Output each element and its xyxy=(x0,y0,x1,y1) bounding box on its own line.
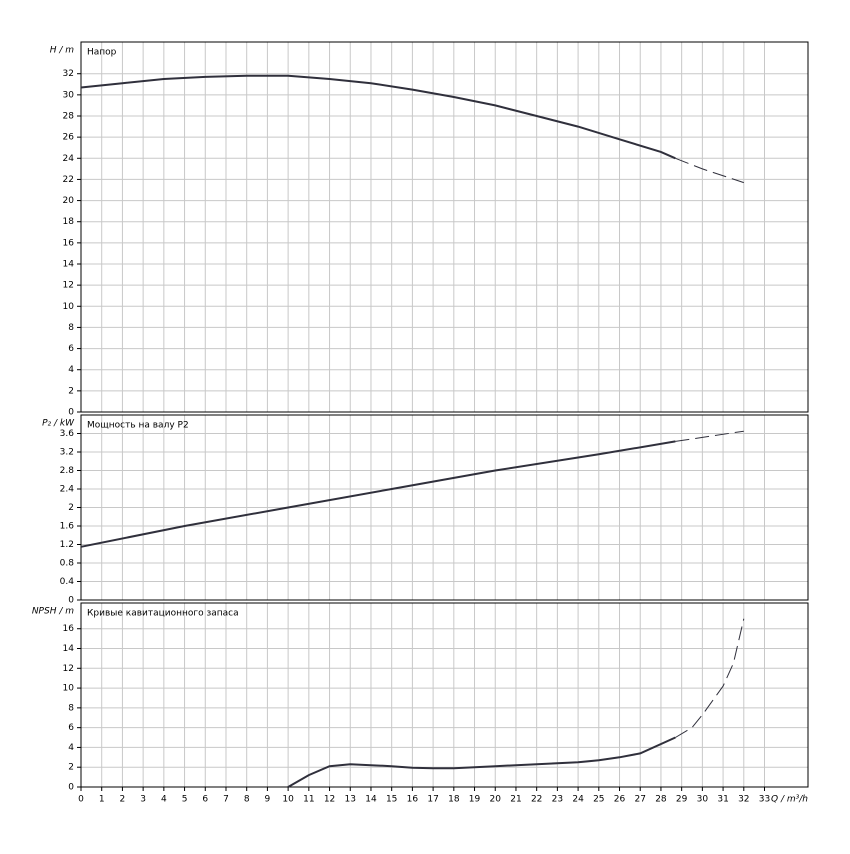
x-tick-label: 32 xyxy=(738,795,749,805)
x-tick-label: 26 xyxy=(614,795,626,805)
x-tick-label: 28 xyxy=(655,795,667,805)
y-tick-label: 30 xyxy=(63,90,75,100)
x-tick-label: 9 xyxy=(265,795,271,805)
y-tick-label: 22 xyxy=(63,175,74,185)
x-tick-label: 20 xyxy=(490,795,502,805)
y-tick-label: 3.2 xyxy=(60,448,74,458)
y-tick-label: 2 xyxy=(68,763,74,773)
curve xyxy=(675,430,744,442)
x-tick-label: 33 xyxy=(759,795,770,805)
y-tick-label: 4 xyxy=(68,365,74,375)
y-tick-label: 12 xyxy=(63,664,74,674)
curve xyxy=(675,157,744,184)
y-tick-label: 2 xyxy=(68,503,74,513)
y-tick-label: 6 xyxy=(68,723,74,733)
y-tick-label: 10 xyxy=(63,302,75,312)
x-tick-label: 24 xyxy=(572,795,584,805)
x-tick-label: 11 xyxy=(303,795,314,805)
x-axis-label: Q / m³/h xyxy=(771,795,808,805)
x-tick-label: 27 xyxy=(635,795,646,805)
y-tick-label: 16 xyxy=(63,624,75,634)
x-tick-label: 25 xyxy=(593,795,604,805)
y-tick-label: 16 xyxy=(63,238,75,248)
x-tick-label: 0 xyxy=(78,795,84,805)
curve xyxy=(675,618,745,738)
plot-frame xyxy=(80,602,809,788)
x-tick-label: 30 xyxy=(697,795,709,805)
x-tick-label: 21 xyxy=(510,795,521,805)
y-tick-label: 0.8 xyxy=(60,559,75,569)
x-tick-label: 1 xyxy=(99,795,105,805)
y-tick-label: 10 xyxy=(63,684,75,694)
panel-title: Мощность на валу P2 xyxy=(87,421,189,431)
y-tick-label: 6 xyxy=(68,344,74,354)
panel-title: Кривые кавитационного запаса xyxy=(87,609,239,619)
x-tick-label: 2 xyxy=(120,795,126,805)
y-tick-label: 8 xyxy=(68,703,74,713)
x-tick-label: 19 xyxy=(469,795,481,805)
curve xyxy=(80,440,676,548)
y-tick-label: 14 xyxy=(63,644,75,654)
y-tick-label: 32 xyxy=(63,69,74,79)
x-tick-label: 6 xyxy=(202,795,208,805)
y-tick-label: 0.4 xyxy=(60,577,75,587)
x-tick-label: 12 xyxy=(324,795,335,805)
x-tick-label: 29 xyxy=(676,795,688,805)
y-tick-label: 2.4 xyxy=(60,485,75,495)
x-tick-label: 8 xyxy=(244,795,250,805)
y-tick-label: 2.8 xyxy=(60,466,75,476)
y-tick-label: 3.6 xyxy=(60,429,75,439)
plot-frame xyxy=(80,41,809,413)
x-tick-label: 10 xyxy=(282,795,294,805)
curve xyxy=(287,736,676,788)
x-tick-label: 31 xyxy=(717,795,728,805)
x-tick-label: 5 xyxy=(182,795,188,805)
y-axis-label: NPSH / m xyxy=(32,607,74,617)
y-tick-label: 4 xyxy=(68,743,74,753)
x-tick-label: 4 xyxy=(161,795,167,805)
y-tick-label: 0 xyxy=(68,408,74,418)
y-tick-label: 20 xyxy=(63,196,75,206)
y-axis-label: H / m xyxy=(50,46,75,56)
y-axis-label: P₂ / kW xyxy=(42,419,75,429)
x-tick-label: 7 xyxy=(223,795,229,805)
y-tick-label: 1.6 xyxy=(60,522,75,532)
y-tick-label: 0 xyxy=(68,596,74,606)
y-tick-label: 28 xyxy=(63,112,75,122)
x-tick-label: 15 xyxy=(386,795,397,805)
y-tick-label: 8 xyxy=(68,323,74,333)
panel-title: Напор xyxy=(87,48,117,58)
curve xyxy=(80,74,676,160)
x-tick-label: 13 xyxy=(345,795,356,805)
y-tick-label: 0 xyxy=(68,783,74,793)
x-tick-label: 22 xyxy=(531,795,542,805)
y-tick-label: 26 xyxy=(63,133,75,143)
y-tick-label: 1.2 xyxy=(60,540,74,550)
y-tick-label: 24 xyxy=(63,154,75,164)
x-tick-label: 18 xyxy=(448,795,460,805)
y-tick-label: 12 xyxy=(63,281,74,291)
x-tick-label: 16 xyxy=(407,795,419,805)
x-tick-label: 23 xyxy=(552,795,563,805)
y-tick-label: 14 xyxy=(63,260,75,270)
plot-frame xyxy=(80,414,809,601)
x-tick-label: 3 xyxy=(140,795,146,805)
y-tick-label: 2 xyxy=(68,386,74,396)
x-tick-label: 17 xyxy=(427,795,438,805)
x-tick-label: 14 xyxy=(365,795,377,805)
y-tick-label: 18 xyxy=(63,217,75,227)
